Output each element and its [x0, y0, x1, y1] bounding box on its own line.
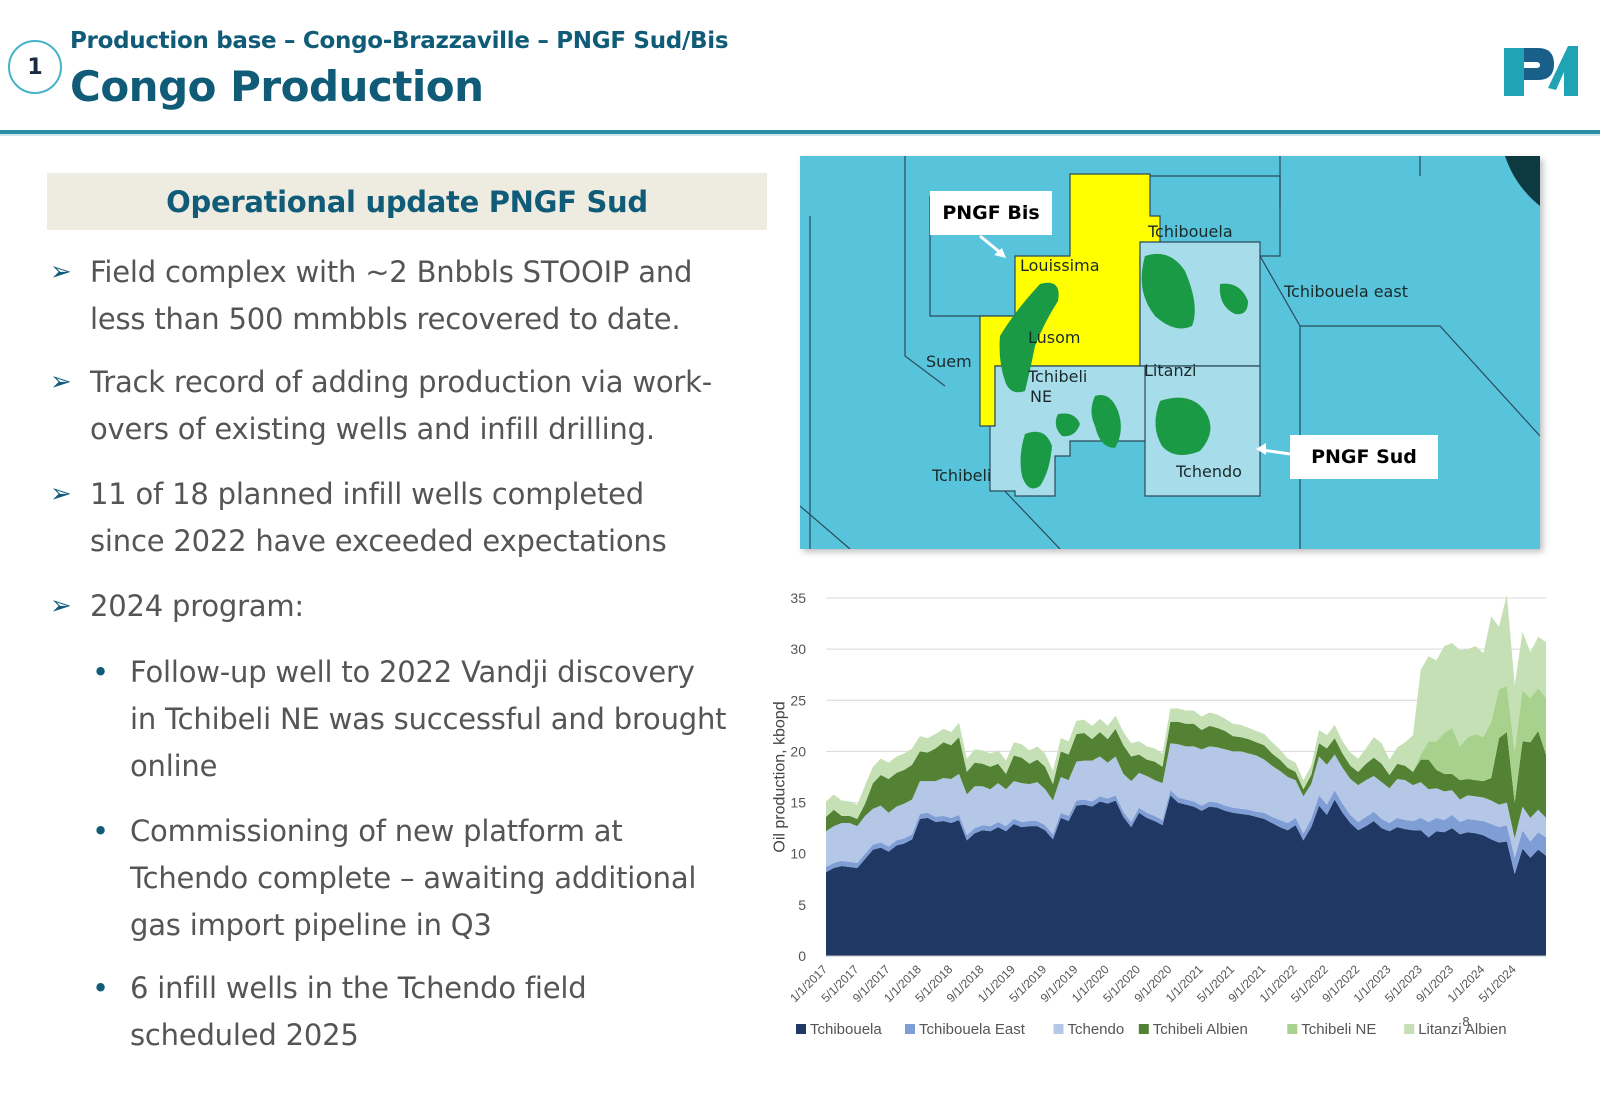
pr-logo-icon [1498, 38, 1582, 108]
legend-swatch [905, 1024, 915, 1034]
dot-bullet-icon: • [92, 814, 110, 848]
operational-update-heading: Operational update PNGF Sud [47, 173, 767, 230]
y-tick-label: 30 [790, 641, 806, 657]
field-tchibeli-1 [1020, 431, 1052, 489]
area-tchibouela [826, 795, 1546, 956]
map-label-tchendo: Tchendo [1176, 462, 1242, 481]
y-tick-label: 20 [790, 743, 806, 759]
map-shapes [800, 156, 1540, 549]
field-tchibeli-2 [1055, 413, 1080, 437]
sub-bullet-line: online [130, 749, 218, 783]
y-axis-label: Oil production, kbopd [771, 701, 788, 852]
map-label-lusom: Lusom [1028, 328, 1081, 347]
bullet-line: 11 of 18 planned infill wells completed [90, 477, 644, 511]
y-tick-label: 15 [790, 795, 806, 811]
field-lusom [999, 282, 1059, 393]
legend-swatch [1287, 1024, 1298, 1034]
area-tchendo [826, 743, 1546, 868]
sub-bullet-line: Tchendo complete – awaiting additional [130, 861, 697, 895]
pngf-sud-block [989, 365, 1261, 497]
arrow-bullet-icon: ➢ [50, 257, 72, 287]
block-outline [999, 485, 1061, 549]
legend-swatch [1404, 1024, 1415, 1034]
bullet-line: less than 500 mmbbls recovered to date. [90, 302, 681, 336]
page-subtitle: Production base – Congo-Brazzaville – PN… [70, 28, 729, 54]
sub-bullet-line: 6 infill wells in the Tchendo field [130, 971, 587, 1005]
dark-corner [1505, 156, 1540, 206]
field-tchibeli-ne [1091, 395, 1121, 448]
legend-label: Tchendo [1068, 1021, 1125, 1038]
map-label-litanzi: Litanzi [1144, 361, 1197, 380]
legend-swatch [796, 1024, 806, 1034]
sub-bullet-line: Commissioning of new platform at [130, 814, 623, 848]
bullet-line: since 2022 have exceeded expectations [90, 524, 667, 558]
y-tick-label: 35 [790, 590, 806, 606]
block-outline [904, 156, 946, 387]
header-rule-shadow [0, 134, 1600, 136]
arrow-bullet-icon: ➢ [50, 367, 72, 397]
sub-bullet-line: gas import pipeline in Q3 [130, 908, 492, 942]
legend-label: Litanzi Albien [1418, 1021, 1506, 1038]
bullet-line: Track record of adding production via wo… [90, 365, 712, 399]
map-label-tchibeli: Tchibeli [932, 466, 992, 485]
area-litanzi-albien [826, 594, 1546, 819]
area-tchibeli-albien [826, 721, 1546, 839]
legend-label: Tchibeli NE [1301, 1021, 1376, 1038]
sub-bullet-line: scheduled 2025 [130, 1018, 359, 1052]
bullet-line: Field complex with ~2 Bnbbls STOOIP and [90, 255, 693, 289]
map-label-tchibeli-ne-2: NE [1030, 387, 1053, 406]
block-outline [1300, 325, 1540, 437]
legend-label: Tchibouela [810, 1021, 882, 1038]
field-tchibouela [1141, 253, 1195, 329]
arrow-bullet-icon: ➢ [50, 479, 72, 509]
y-tick-label: 25 [790, 692, 806, 708]
sub-bullet-line: Follow-up well to 2022 Vandji discovery [130, 655, 695, 689]
legend-label: Tchibeli Albien [1153, 1021, 1248, 1038]
map-label-tchibeli-ne: Tchibeli [1028, 367, 1088, 386]
legend-label: Tchibouela East [919, 1021, 1026, 1038]
step-number-badge: 1 [8, 40, 62, 94]
field-litanzi [1155, 397, 1211, 455]
callout-pngf-sud: PNGF Sud [1290, 435, 1438, 479]
pngf-block-map: Tchibouela Louissima Tchibouela east Lus… [800, 156, 1540, 549]
y-tick-label: 10 [790, 846, 806, 862]
block-outline [800, 505, 851, 549]
map-label-suem: Suem [926, 352, 972, 371]
y-tick-label: 0 [798, 948, 806, 964]
map-label-tchibouela-east: Tchibouela east [1284, 282, 1408, 301]
oil-production-chart: 051015202530351/1/20175/1/20179/1/20171/… [771, 590, 1546, 1038]
map-label-louissima: Louissima [1020, 256, 1100, 275]
bullet-line: 2024 program: [90, 589, 304, 623]
legend-swatch [1053, 1024, 1064, 1034]
bullet-line: overs of existing wells and infill drill… [90, 412, 655, 446]
header-rule [0, 130, 1600, 134]
dot-bullet-icon: • [92, 655, 110, 689]
sub-bullet-line: in Tchibeli NE was successful and brough… [130, 702, 727, 736]
arrow-bullet-icon: ➢ [50, 591, 72, 621]
page-title: Congo Production [70, 62, 484, 111]
y-tick-label: 5 [798, 897, 806, 913]
dot-bullet-icon: • [92, 971, 110, 1005]
map-label-tchibouela: Tchibouela [1148, 222, 1233, 241]
page-number: 8 [1462, 1014, 1469, 1029]
callout-pngf-bis: PNGF Bis [930, 191, 1052, 235]
legend-swatch [1138, 1024, 1149, 1034]
field-tchibouela-small [1219, 283, 1248, 315]
